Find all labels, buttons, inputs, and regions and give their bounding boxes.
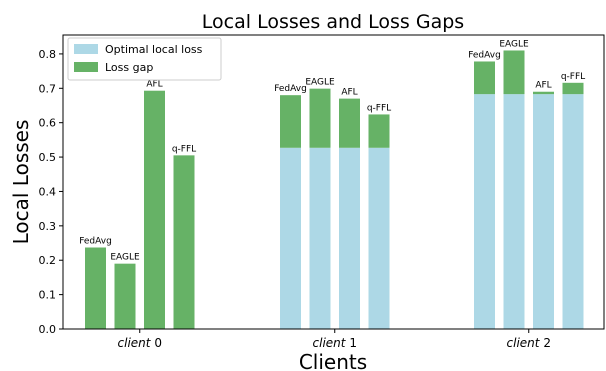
bar-method-label: EAGLE xyxy=(110,253,140,263)
bar-optimal-client-1-EAGLE xyxy=(309,147,331,329)
x-axis-label: Clients xyxy=(299,350,367,371)
bar-method-label: q-FFL xyxy=(561,72,585,82)
x-axis: client 0 client 1 client 2 xyxy=(118,329,551,350)
x-tick-label: client 2 xyxy=(507,336,551,350)
bar-method-label: FedAvg xyxy=(468,50,501,60)
bar-gap-client-0-q-FFL xyxy=(173,155,195,329)
bar-gap-client-0-AFL xyxy=(144,90,165,329)
bar-optimal-client-1-AFL xyxy=(339,147,360,329)
bars-layer: FedAvgEAGLEAFLq-FFLFedAvgEAGLEAFLq-FFLFe… xyxy=(79,39,585,329)
legend-label-optimal: Optimal local loss xyxy=(105,43,203,56)
bar-gap-client-2-FedAvg xyxy=(474,61,495,95)
legend-swatch-optimal xyxy=(74,44,98,54)
bar-gap-client-1-AFL xyxy=(339,98,360,148)
bar-optimal-client-1-FedAvg xyxy=(280,147,301,329)
bar-method-label: q-FFL xyxy=(172,144,196,154)
y-tick-label: 0.3 xyxy=(39,220,57,233)
y-tick-label: 0.2 xyxy=(39,254,57,267)
legend-swatch-gap xyxy=(74,62,98,72)
bar-optimal-client-2-EAGLE xyxy=(503,94,525,329)
bar-method-label: FedAvg xyxy=(274,84,307,94)
y-tick-label: 0.6 xyxy=(39,117,57,130)
y-tick-label: 0.1 xyxy=(39,289,57,302)
bar-gap-client-0-FedAvg xyxy=(85,247,106,329)
bar-method-label: EAGLE xyxy=(499,39,529,49)
x-tick-label: client 0 xyxy=(118,336,162,350)
bar-method-label: AFL xyxy=(535,81,551,91)
bar-gap-client-1-FedAvg xyxy=(280,95,301,148)
bar-optimal-client-2-q-FFL xyxy=(562,94,584,329)
y-axis: 0.0 0.1 0.2 0.3 0.4 0.5 0.6 0.7 0.8 xyxy=(39,48,63,336)
y-tick-label: 0.5 xyxy=(39,151,57,164)
y-axis-label: Local Losses xyxy=(9,120,33,245)
y-tick-label: 0.4 xyxy=(39,185,57,198)
bar-gap-client-1-q-FFL xyxy=(368,114,390,148)
bar-method-label: FedAvg xyxy=(79,237,112,247)
bar-method-label: AFL xyxy=(341,88,357,98)
bar-gap-client-2-AFL xyxy=(533,91,554,95)
y-tick-label: 0.0 xyxy=(39,323,57,336)
x-tick-label: client 1 xyxy=(313,336,357,350)
bar-method-label: AFL xyxy=(146,80,162,90)
legend: Optimal local loss Loss gap xyxy=(67,37,222,81)
bar-method-label: EAGLE xyxy=(305,78,335,88)
bar-gap-client-2-EAGLE xyxy=(503,50,525,95)
bar-gap-client-0-EAGLE xyxy=(114,263,136,329)
bar-optimal-client-2-FedAvg xyxy=(474,94,495,329)
bar-optimal-client-2-AFL xyxy=(533,94,554,329)
legend-label-gap: Loss gap xyxy=(105,61,153,74)
chart-title: Local Losses and Loss Gaps xyxy=(202,11,464,33)
bar-method-label: q-FFL xyxy=(367,103,391,113)
y-tick-label: 0.7 xyxy=(39,82,57,95)
bar-gap-client-1-EAGLE xyxy=(309,88,331,148)
plot-frame xyxy=(62,34,605,330)
legend-box xyxy=(67,37,222,81)
bar-optimal-client-1-q-FFL xyxy=(368,147,390,329)
y-tick-label: 0.8 xyxy=(39,48,57,61)
bar-gap-client-2-q-FFL xyxy=(562,82,584,95)
